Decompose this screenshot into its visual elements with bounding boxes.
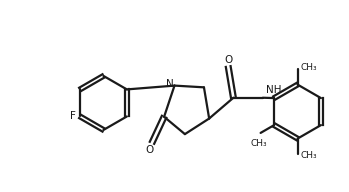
Text: O: O [224, 55, 232, 65]
Text: O: O [145, 145, 153, 155]
Text: F: F [70, 111, 76, 122]
Text: CH₃: CH₃ [301, 63, 318, 72]
Text: N: N [166, 79, 174, 89]
Text: CH₃: CH₃ [251, 139, 267, 148]
Text: NH: NH [266, 85, 281, 95]
Text: CH₃: CH₃ [301, 151, 318, 161]
